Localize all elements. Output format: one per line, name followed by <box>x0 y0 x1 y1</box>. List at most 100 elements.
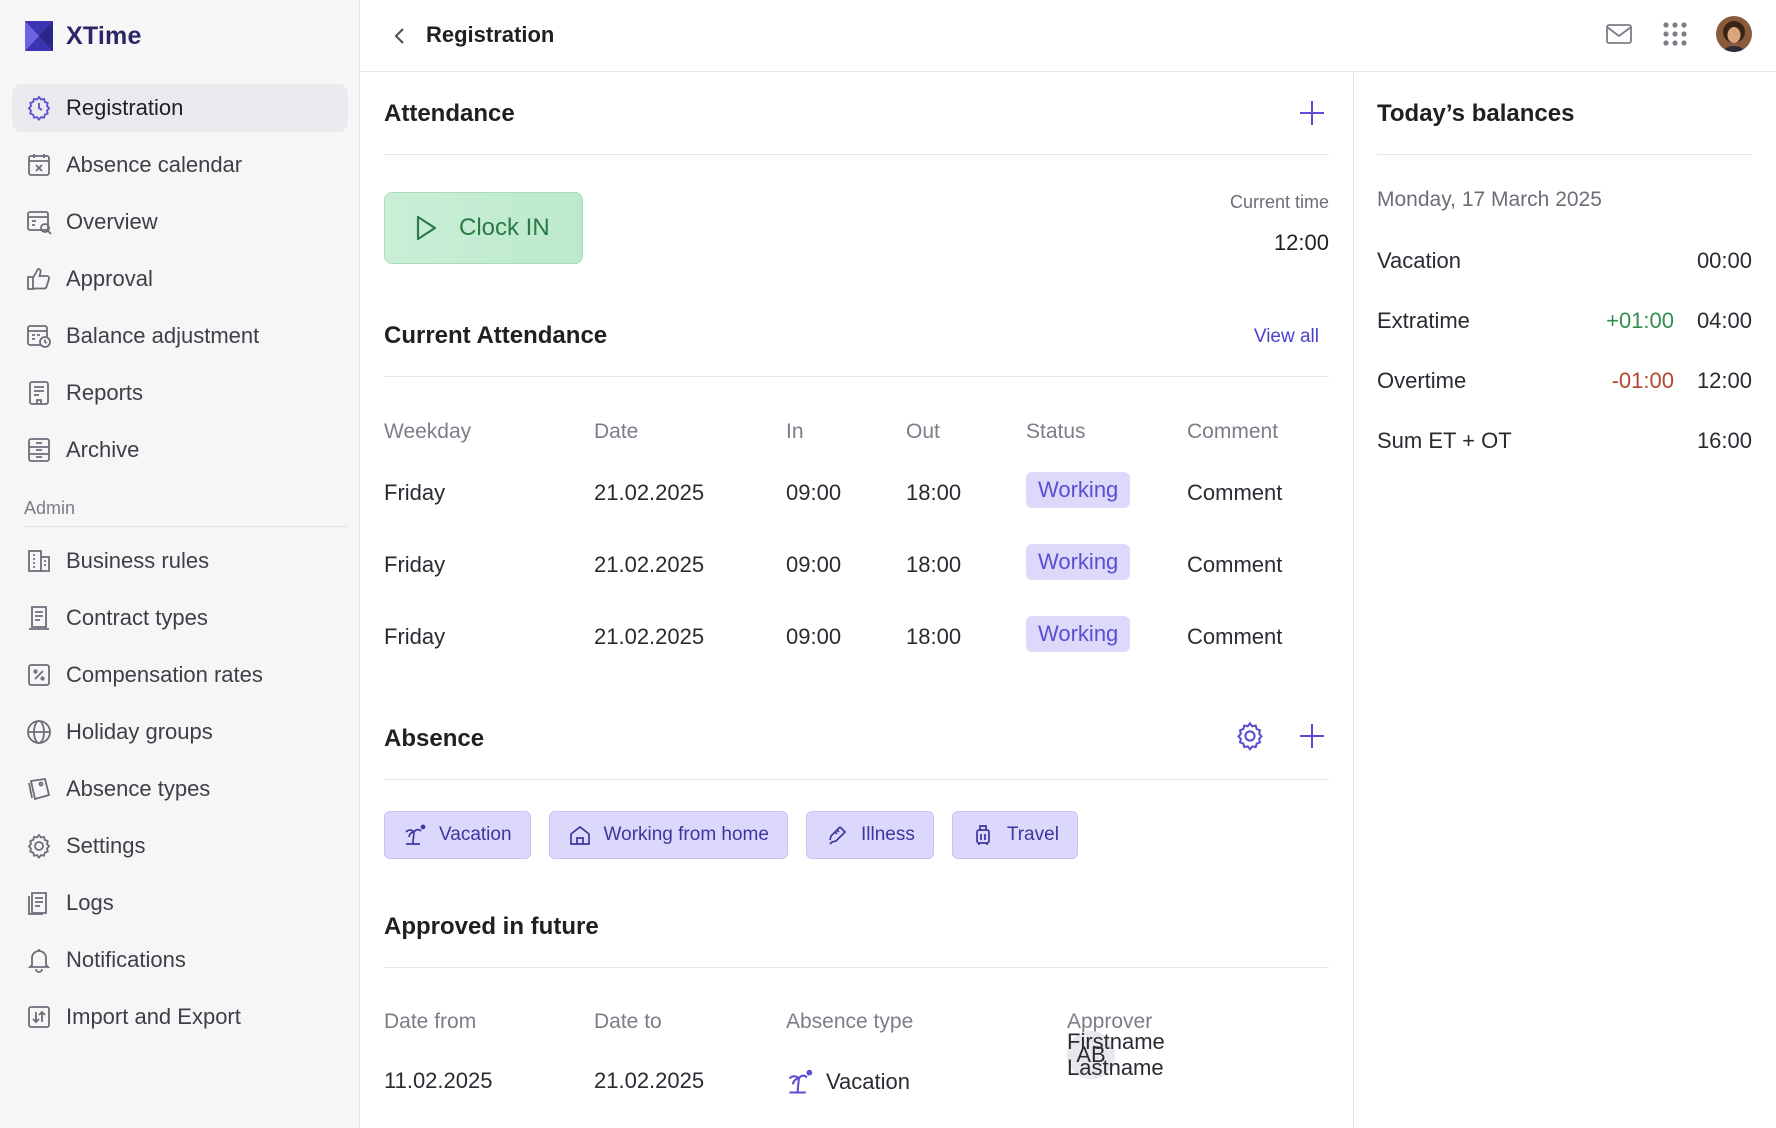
sidebar-item-label: Import and Export <box>66 1004 241 1029</box>
balance-row-vacation: Vacation 00:00 <box>1377 248 1752 278</box>
table-row[interactable]: 11.02.2025 21.02.2025 Vacation AB Firstn… <box>384 1029 1329 1098</box>
sidebar-item-reports[interactable]: Reports <box>12 369 348 417</box>
calendar-clock-icon <box>24 321 54 351</box>
balance-name: Vacation <box>1377 248 1461 273</box>
tag-icon <box>24 774 54 804</box>
sidebar-item-holiday-groups[interactable]: Holiday groups <box>12 708 348 756</box>
clock-in-button[interactable]: Clock IN <box>384 192 583 264</box>
gear-icon <box>24 831 54 861</box>
palm-tree-icon <box>788 1069 813 1094</box>
comment-cell: Comment <box>1187 480 1283 505</box>
chevron-left-icon[interactable] <box>388 24 412 48</box>
view-all-link[interactable]: View all <box>1253 326 1319 347</box>
add-attendance-button[interactable] <box>1295 96 1329 130</box>
balance-value: 12:00 <box>1696 368 1752 393</box>
balance-name: Overtime <box>1377 368 1467 393</box>
chip-label: Working from home <box>603 824 769 845</box>
absence-type-cell: Vacation <box>786 1068 910 1096</box>
balance-delta: -01:00 <box>1611 368 1674 393</box>
chip-label: Vacation <box>439 824 512 845</box>
import-export-icon <box>24 1002 54 1032</box>
clock-in-label: Clock IN <box>459 214 550 241</box>
table-row[interactable]: Friday 21.02.2025 09:00 18:00 Working Co… <box>384 544 1329 582</box>
date-cell: 21.02.2025 <box>594 480 705 505</box>
sidebar-item-import-export[interactable]: Import and Export <box>12 993 348 1041</box>
sidebar-item-label: Holiday groups <box>66 719 213 744</box>
sidebar-item-compensation-rates[interactable]: Compensation rates <box>12 651 348 699</box>
sidebar-item-absence-types[interactable]: Absence types <box>12 765 348 813</box>
balance-value: 04:00 <box>1696 308 1752 333</box>
chip-illness[interactable]: Illness <box>805 811 934 859</box>
mail-icon[interactable] <box>1604 19 1634 49</box>
building-icon <box>24 546 54 576</box>
user-avatar[interactable] <box>1716 16 1752 52</box>
chip-working-from-home[interactable]: Working from home <box>548 811 788 859</box>
date-cell: 21.02.2025 <box>594 552 705 577</box>
archive-icon <box>24 435 54 465</box>
sidebar-item-notifications[interactable]: Notifications <box>12 936 348 984</box>
app-name: XTime <box>66 21 142 50</box>
weekday-cell: Friday <box>384 552 446 577</box>
column-divider <box>1353 72 1354 1128</box>
approved-future-title: Approved in future <box>384 913 599 940</box>
sidebar-item-business-rules[interactable]: Business rules <box>12 537 348 585</box>
sidebar-item-label: Reports <box>66 380 144 405</box>
sidebar-item-approval[interactable]: Approval <box>12 255 348 303</box>
palm-tree-icon <box>405 824 426 845</box>
sidebar-item-balance-adjustment[interactable]: Balance adjustment <box>12 312 348 360</box>
absence-settings-button[interactable] <box>1233 719 1267 753</box>
balance-value: 00:00 <box>1696 248 1752 273</box>
column-header: Absence type <box>786 1010 914 1033</box>
chip-vacation[interactable]: Vacation <box>384 811 531 859</box>
app-logo[interactable]: XTime <box>24 20 142 52</box>
date-to-cell: 21.02.2025 <box>594 1068 705 1093</box>
column-header: Date <box>594 420 639 443</box>
balance-value: 16:00 <box>1696 428 1752 453</box>
balance-row-extratime: Extratime +01:00 04:00 <box>1377 308 1752 338</box>
sidebar-item-registration[interactable]: Registration <box>12 84 348 132</box>
in-cell: 09:00 <box>786 480 842 505</box>
calendar-search-icon <box>24 207 54 237</box>
column-header: Approver <box>1067 1010 1153 1033</box>
sidebar-item-label: Compensation rates <box>66 662 263 687</box>
sidebar-item-label: Notifications <box>66 947 186 972</box>
column-header: Date to <box>594 1010 662 1033</box>
table-row[interactable]: Friday 21.02.2025 09:00 18:00 Working Co… <box>384 616 1329 654</box>
column-header: Out <box>906 420 940 443</box>
report-icon <box>24 378 54 408</box>
contract-icon <box>24 603 54 633</box>
add-absence-button[interactable] <box>1295 719 1329 753</box>
balance-delta: +01:00 <box>1606 308 1674 333</box>
sidebar-item-logs[interactable]: Logs <box>12 879 348 927</box>
current-time-label: Current time <box>1229 192 1329 212</box>
in-cell: 09:00 <box>786 552 842 577</box>
comment-cell: Comment <box>1187 552 1283 577</box>
sidebar-item-settings[interactable]: Settings <box>12 822 348 870</box>
sidebar-item-overview[interactable]: Overview <box>12 198 348 246</box>
weekday-cell: Friday <box>384 480 446 505</box>
out-cell: 18:00 <box>906 552 962 577</box>
xtime-logo-icon <box>25 21 53 51</box>
weekday-cell: Friday <box>384 624 446 649</box>
column-header: Comment <box>1187 420 1279 443</box>
current-time-value: 12:00 <box>1273 230 1329 255</box>
sidebar-item-label: Absence types <box>66 776 211 801</box>
sidebar-item-contract-types[interactable]: Contract types <box>12 594 348 642</box>
chip-travel[interactable]: Travel <box>951 811 1078 859</box>
sidebar-item-label: Contract types <box>66 605 208 630</box>
apps-grid-icon[interactable] <box>1660 19 1690 49</box>
approver-avatar: AB <box>1067 1031 1115 1079</box>
table-row[interactable]: Friday 21.02.2025 09:00 18:00 Working Co… <box>384 472 1329 510</box>
out-cell: 18:00 <box>906 624 962 649</box>
admin-divider <box>24 526 348 527</box>
sidebar-item-absence-calendar[interactable]: Absence calendar <box>12 141 348 189</box>
sidebar-item-label: Settings <box>66 833 146 858</box>
sidebar-item-label: Absence calendar <box>66 152 243 177</box>
sidebar-item-archive[interactable]: Archive <box>12 426 348 474</box>
in-cell: 09:00 <box>786 624 842 649</box>
attendance-title: Attendance <box>384 100 515 127</box>
sidebar: XTime Registration Absence calendar Over… <box>0 0 360 1128</box>
sidebar-item-label: Balance adjustment <box>66 323 260 348</box>
clock-gear-icon <box>24 93 54 123</box>
date-from-cell: 11.02.2025 <box>384 1068 493 1093</box>
